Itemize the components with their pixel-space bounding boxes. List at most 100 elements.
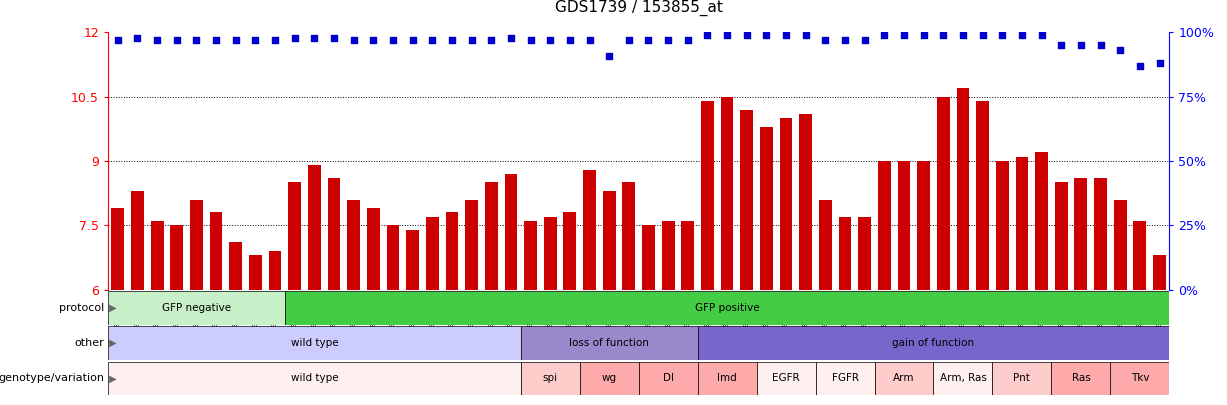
Point (698, 32, 718, 38)
Bar (520, 326, 698, 360)
Bar (544, 217, 557, 290)
Text: GFP positive: GFP positive (694, 303, 760, 313)
Bar (190, 200, 202, 290)
Text: Pnt: Pnt (1014, 373, 1031, 384)
Text: EGFR: EGFR (772, 373, 800, 384)
Point (481, 37, 501, 43)
Bar (1094, 178, 1107, 290)
Bar (171, 225, 183, 290)
Bar (799, 114, 812, 290)
Bar (757, 362, 816, 395)
Text: GFP negative: GFP negative (162, 303, 231, 313)
Bar (563, 212, 577, 290)
Bar (993, 362, 1052, 395)
Bar (642, 225, 655, 290)
Bar (638, 362, 698, 395)
Point (383, 37, 402, 43)
Bar (328, 178, 340, 290)
Bar (112, 208, 124, 290)
Point (245, 37, 265, 43)
Text: loss of function: loss of function (569, 338, 649, 348)
Point (402, 37, 422, 43)
Text: gain of function: gain of function (892, 338, 974, 348)
Point (777, 32, 796, 38)
Text: spi: spi (542, 373, 558, 384)
Bar (898, 161, 910, 290)
Point (639, 37, 659, 43)
Bar (1075, 178, 1087, 290)
Bar (465, 200, 479, 290)
Point (973, 32, 993, 38)
Point (894, 32, 914, 38)
Bar (681, 221, 694, 290)
Bar (816, 362, 875, 395)
Text: protocol: protocol (59, 303, 104, 313)
Bar (1052, 362, 1110, 395)
Point (206, 37, 226, 43)
Point (1071, 42, 1091, 49)
Text: Dl: Dl (663, 373, 674, 384)
Bar (957, 88, 969, 290)
Point (442, 37, 461, 43)
Bar (1016, 157, 1028, 290)
Point (934, 32, 953, 38)
Bar (524, 221, 537, 290)
Bar (1055, 182, 1067, 290)
Bar (918, 161, 930, 290)
Point (304, 34, 324, 41)
Point (1150, 60, 1169, 66)
Bar (108, 362, 520, 395)
Bar (1153, 255, 1166, 290)
Point (914, 32, 934, 38)
Point (520, 37, 540, 43)
Bar (875, 362, 934, 395)
Bar (1114, 200, 1126, 290)
Bar (445, 212, 459, 290)
Point (953, 32, 973, 38)
Bar (583, 170, 596, 290)
Bar (1134, 221, 1146, 290)
Bar (622, 182, 636, 290)
Point (1012, 32, 1032, 38)
Bar (151, 221, 163, 290)
Bar (1036, 152, 1048, 290)
Bar (288, 182, 301, 290)
Point (875, 32, 894, 38)
Text: Tkv: Tkv (1130, 373, 1150, 384)
Bar (661, 221, 675, 290)
Bar (367, 208, 379, 290)
Bar (249, 255, 261, 290)
Point (855, 37, 875, 43)
Text: ▶: ▶ (106, 303, 117, 313)
Point (618, 37, 638, 43)
Point (324, 34, 344, 41)
Point (560, 37, 579, 43)
Bar (579, 362, 638, 395)
Text: GDS1739 / 153855_at: GDS1739 / 153855_at (555, 0, 723, 16)
Point (1032, 32, 1052, 38)
Bar (108, 291, 285, 325)
Point (718, 32, 737, 38)
Text: genotype/variation: genotype/variation (0, 373, 104, 384)
Point (816, 37, 836, 43)
Point (167, 37, 187, 43)
Point (796, 32, 816, 38)
Text: Arm: Arm (893, 373, 915, 384)
Bar (934, 362, 993, 395)
Point (147, 37, 167, 43)
Bar (269, 251, 281, 290)
Bar (701, 101, 714, 290)
Bar (838, 217, 852, 290)
Text: wild type: wild type (291, 338, 339, 348)
Bar (426, 217, 439, 290)
Bar (229, 243, 242, 290)
Text: FGFR: FGFR (832, 373, 859, 384)
Point (461, 37, 481, 43)
Bar (347, 200, 360, 290)
Point (599, 52, 618, 59)
Bar (131, 191, 144, 290)
Point (1052, 42, 1071, 49)
Point (285, 34, 304, 41)
Text: lmd: lmd (718, 373, 737, 384)
Point (187, 37, 206, 43)
